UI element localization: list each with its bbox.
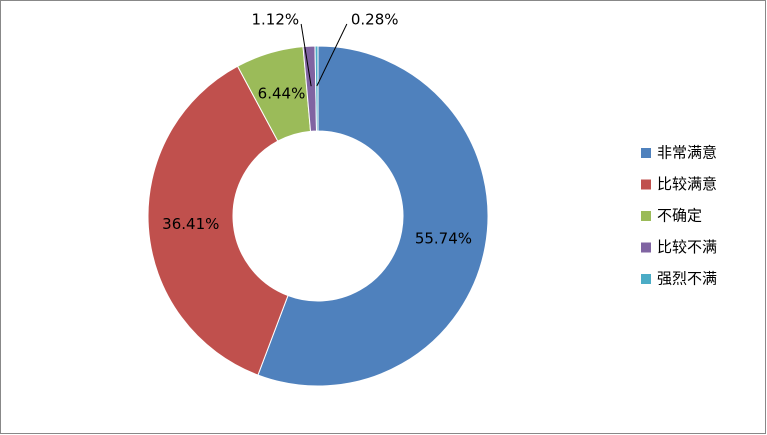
legend-label: 非常满意: [657, 144, 717, 162]
legend-swatch: [641, 211, 651, 221]
data-label: 0.28%: [351, 11, 399, 29]
legend-swatch: [641, 274, 651, 284]
legend-swatch: [641, 179, 651, 190]
legend-label: 比较满意: [657, 175, 717, 193]
data-label: 1.12%: [251, 11, 299, 29]
leader-line: [300, 23, 312, 87]
data-label: 36.41%: [162, 215, 219, 233]
data-label: 55.74%: [415, 229, 472, 247]
legend-swatch: [641, 148, 651, 158]
donut-slice: [257, 45, 489, 387]
data-label: 6.44%: [258, 84, 306, 102]
legend-label: 强烈不满: [657, 270, 717, 288]
legend-swatch: [641, 242, 651, 253]
donut-slice: [147, 65, 289, 376]
legend-label: 不确定: [657, 207, 702, 225]
legend-label: 比较不满: [657, 238, 717, 256]
donut-slice: [314, 45, 319, 132]
leader-line: [316, 23, 348, 87]
